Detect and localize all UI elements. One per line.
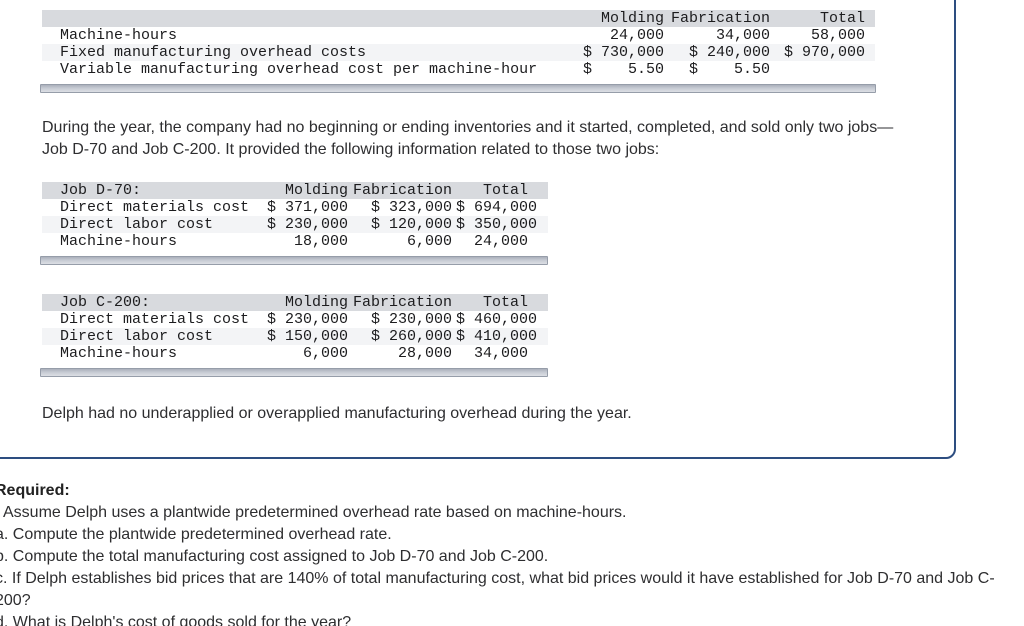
row-label: Machine-hours	[60, 27, 178, 44]
cell-molding: 6,000	[302, 345, 348, 362]
row-label: Direct labor cost	[60, 328, 214, 345]
row-label: Machine-hours	[60, 345, 178, 362]
table-row: Direct labor cost $ 230,000 $ 120,000 $ …	[42, 216, 548, 233]
cell-fabrication: $ 230,000	[370, 311, 452, 328]
cell-total: 34,000	[473, 345, 528, 362]
job-title: Job D-70:	[60, 182, 142, 199]
closing-note: Delph had no underapplied or overapplied…	[42, 405, 632, 422]
cell-total: $ 694,000	[456, 199, 538, 216]
cell-fabrication: $ 240,000	[688, 44, 770, 61]
header-total: Total	[482, 182, 528, 199]
table-header-row: Job C-200: Molding Fabrication Total	[42, 294, 548, 311]
table-header-row: Molding Fabrication Total	[42, 10, 875, 27]
required-item: a. Compute the plantwide predetermined o…	[0, 526, 392, 543]
job-d70-table: Job D-70: Molding Fabrication Total Dire…	[42, 182, 548, 250]
job-c200-table: Job C-200: Molding Fabrication Total Dir…	[42, 294, 548, 362]
intro-paragraph: During the year, the company had no begi…	[42, 119, 894, 158]
problem-card-border	[0, 0, 956, 459]
cell-molding: 18,000	[293, 233, 348, 250]
cell-molding: $ 5.50	[582, 61, 664, 78]
cell-molding: $ 730,000	[582, 44, 664, 61]
row-label: Fixed manufacturing overhead costs	[60, 44, 367, 61]
cell-total: $ 970,000	[783, 44, 865, 61]
cell-total: 24,000	[473, 233, 528, 250]
required-item: c. If Delph establishes bid prices that …	[0, 570, 995, 609]
required-item: d. What is Delph's cost of goods sold fo…	[0, 614, 352, 626]
table-row: Machine-hours 6,000 28,000 34,000	[42, 345, 548, 362]
row-label: Direct materials cost	[60, 199, 250, 216]
cell-molding: 24,000	[609, 27, 664, 44]
cell-fabrication: $ 260,000	[370, 328, 452, 345]
row-label: Variable manufacturing overhead cost per…	[60, 61, 538, 78]
horizontal-scrollbar[interactable]	[40, 84, 876, 93]
row-label: Machine-hours	[60, 233, 178, 250]
horizontal-scrollbar[interactable]	[40, 256, 548, 265]
table-row: Direct labor cost $ 150,000 $ 260,000 $ …	[42, 328, 548, 345]
cell-total	[774, 61, 875, 78]
cell-molding: $ 230,000	[266, 311, 348, 328]
cell-fabrication: $ 120,000	[370, 216, 452, 233]
cell-molding: $ 371,000	[266, 199, 348, 216]
required-item: b. Compute the total manufacturing cost …	[0, 548, 549, 565]
cell-total: 58,000	[810, 27, 865, 44]
overhead-table: Molding Fabrication Total Machine-hours …	[42, 10, 875, 78]
table-header-row: Job D-70: Molding Fabrication Total	[42, 182, 548, 199]
table-row: Machine-hours 18,000 6,000 24,000	[42, 233, 548, 250]
row-label: Direct labor cost	[60, 216, 214, 233]
table-row: Variable manufacturing overhead cost per…	[42, 61, 875, 78]
row-label: Direct materials cost	[60, 311, 250, 328]
cell-fabrication: $ 5.50	[688, 61, 770, 78]
header-blank	[42, 10, 582, 27]
cell-molding: $ 150,000	[266, 328, 348, 345]
table-row: Machine-hours 24,000 34,000 58,000	[42, 27, 875, 44]
header-total: Total	[819, 10, 865, 27]
cell-fabrication: 28,000	[397, 345, 452, 362]
cell-fabrication: 6,000	[406, 233, 452, 250]
horizontal-scrollbar[interactable]	[40, 368, 548, 377]
header-fabrication: Fabrication	[670, 10, 770, 27]
table-row: Direct materials cost $ 230,000 $ 230,00…	[42, 311, 548, 328]
cell-total: $ 460,000	[456, 311, 538, 328]
cell-molding: $ 230,000	[266, 216, 348, 233]
header-molding: Molding	[600, 10, 664, 27]
header-fabrication: Fabrication	[352, 182, 452, 199]
table-row: Fixed manufacturing overhead costs $ 730…	[42, 44, 875, 61]
required-section: Required: . Assume Delph uses a plantwid…	[0, 480, 1024, 626]
cell-total: $ 350,000	[456, 216, 538, 233]
table-row: Direct materials cost $ 371,000 $ 323,00…	[42, 199, 548, 216]
header-total: Total	[482, 294, 528, 311]
cell-fabrication: 34,000	[715, 27, 770, 44]
header-molding: Molding	[284, 182, 348, 199]
required-item: . Assume Delph uses a plantwide predeter…	[0, 504, 627, 521]
cell-fabrication: $ 323,000	[370, 199, 452, 216]
required-heading: Required:	[0, 482, 70, 499]
header-molding: Molding	[284, 294, 348, 311]
header-fabrication: Fabrication	[352, 294, 452, 311]
job-title: Job C-200:	[60, 294, 151, 311]
cell-total: $ 410,000	[456, 328, 538, 345]
